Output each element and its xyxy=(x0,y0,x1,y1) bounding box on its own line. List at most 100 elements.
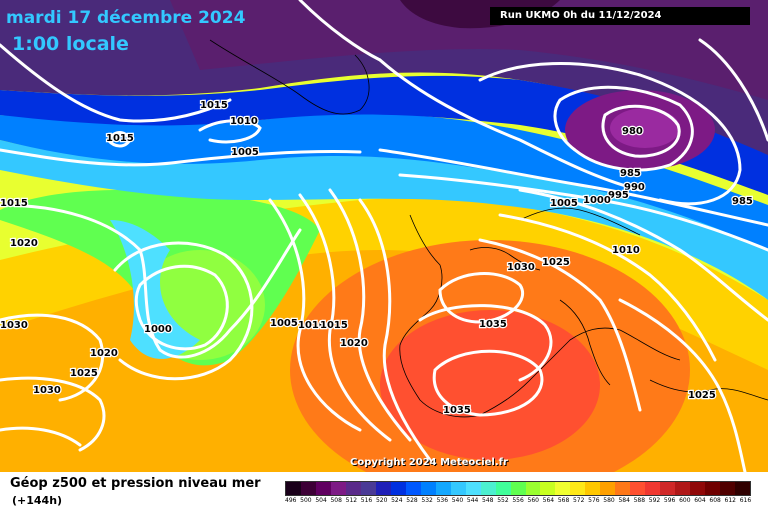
isobar-1010-mid xyxy=(298,193,392,442)
scale-swatch xyxy=(510,482,526,495)
isobar-1005-north xyxy=(0,148,362,167)
scale-label: 524 xyxy=(391,497,403,504)
scale-swatch xyxy=(525,482,541,495)
scale-label: 500 xyxy=(300,497,312,504)
scale-swatch xyxy=(495,482,511,495)
forecast-date-title: mardi 17 décembre 2024 xyxy=(6,8,246,28)
isobar-1015-small xyxy=(106,131,132,148)
isobar-label: 1010 xyxy=(298,320,326,331)
scale-label: 540 xyxy=(451,497,464,504)
scale-label: 556 xyxy=(512,497,524,504)
isobar-1010 xyxy=(198,119,262,144)
color-scale-bar xyxy=(285,481,751,496)
scale-swatch xyxy=(660,482,676,495)
isobar-label: 1035 xyxy=(479,319,507,330)
scale-label: 552 xyxy=(497,497,509,504)
scale-swatch xyxy=(720,482,736,495)
isobar-label: 1020 xyxy=(340,338,368,349)
isobar-label: 1030 xyxy=(507,262,535,273)
scale-swatch xyxy=(286,482,301,495)
scale-label: 560 xyxy=(527,497,539,504)
scale-swatch xyxy=(345,482,361,495)
scale-swatch xyxy=(615,482,631,495)
isobar-1025-east xyxy=(478,238,642,412)
scale-label: 528 xyxy=(406,497,418,504)
scale-label: 600 xyxy=(679,497,691,504)
map-parameter-title: Géop z500 et pression niveau mer xyxy=(10,476,261,491)
scale-label: 516 xyxy=(360,497,373,504)
field-darkblue xyxy=(0,75,768,195)
isobar-985-outer xyxy=(478,62,742,206)
forecast-step: (+144h) xyxy=(12,494,63,507)
scale-label: 596 xyxy=(663,497,676,504)
isobar-label: 1030 xyxy=(33,385,61,396)
scale-swatch xyxy=(330,482,346,495)
isobar-990 xyxy=(378,58,642,192)
isobar-985 xyxy=(553,85,694,172)
isobar-980 xyxy=(601,104,681,158)
isobar-label: 1015 xyxy=(200,100,228,111)
scale-swatch xyxy=(300,482,316,495)
legend-footer: Géop z500 et pression niveau mer (+144h)… xyxy=(0,472,768,512)
scale-swatch xyxy=(540,482,556,495)
scale-label: 520 xyxy=(375,497,388,504)
turkey-coast xyxy=(649,379,768,401)
scale-swatch xyxy=(360,482,376,495)
isobar-1015-west xyxy=(0,203,302,359)
isobar-1015-east xyxy=(498,213,717,362)
scale-label: 572 xyxy=(572,497,585,504)
isobar-1020-east xyxy=(618,298,747,472)
isobar-label: 1015 xyxy=(106,133,134,144)
scale-label: 508 xyxy=(330,497,342,504)
isobar-label: 1010 xyxy=(612,245,640,256)
scale-swatch xyxy=(420,482,436,495)
isobar-label: 1015 xyxy=(0,198,28,209)
isobar-1000-low xyxy=(134,264,229,351)
isobar-995 xyxy=(378,148,768,227)
scale-swatch xyxy=(405,482,421,495)
isobar-label: 985 xyxy=(620,168,641,179)
isobar-label: 1005 xyxy=(231,147,259,158)
italy-coast xyxy=(559,299,611,386)
scale-swatch xyxy=(375,482,391,495)
isobar-label: 1000 xyxy=(144,324,172,335)
scale-label: 588 xyxy=(633,497,646,504)
forecast-local-time: 1:00 locale xyxy=(12,33,129,55)
uk-coast xyxy=(469,247,541,271)
scale-label: 576 xyxy=(588,497,600,504)
scale-swatch xyxy=(555,482,571,495)
isobar-label: 990 xyxy=(624,182,645,193)
scale-swatch xyxy=(600,482,616,495)
scale-swatch xyxy=(480,482,496,495)
isobar-1020-mid xyxy=(358,198,432,462)
scale-label: 612 xyxy=(724,497,736,504)
isobar-1010-east xyxy=(518,188,768,322)
scale-swatch xyxy=(630,482,646,495)
scale-swatch xyxy=(570,482,586,495)
scale-swatch xyxy=(315,482,331,495)
forecast-map: 1015 1010 1015 1005 980 985 990 995 985 … xyxy=(0,0,768,472)
scale-label: 584 xyxy=(618,497,630,504)
isobar-north-edge xyxy=(298,0,382,62)
isobar-1005-ring xyxy=(113,241,254,381)
isobar-lines xyxy=(0,0,768,472)
isobar-label: 1010 xyxy=(230,116,258,127)
scale-label: 580 xyxy=(603,497,615,504)
scale-label: 532 xyxy=(421,497,433,504)
isobar-1035-north xyxy=(418,304,553,382)
scale-label: 616 xyxy=(739,497,752,504)
isobar-1000-north xyxy=(398,173,768,252)
scale-label: 592 xyxy=(648,497,661,504)
isobar-label: 1015 xyxy=(320,320,348,331)
isobar-1015-north xyxy=(0,43,232,123)
scale-swatch xyxy=(390,482,406,495)
isobar-label: 1000 xyxy=(583,195,611,206)
isobar-label: 1025 xyxy=(688,390,716,401)
isobar-label: 1030 xyxy=(0,320,28,331)
isobar-label: 1020 xyxy=(10,238,38,249)
isobar-1025-west xyxy=(0,376,106,452)
isobar-1015-mid xyxy=(328,188,412,442)
color-scale-labels: 496 500 504 508 512 516 520 524 528 532 536 540 544 5… xyxy=(285,497,755,504)
isobar-1030-ring xyxy=(438,272,524,324)
scale-label: 496 xyxy=(285,497,297,504)
